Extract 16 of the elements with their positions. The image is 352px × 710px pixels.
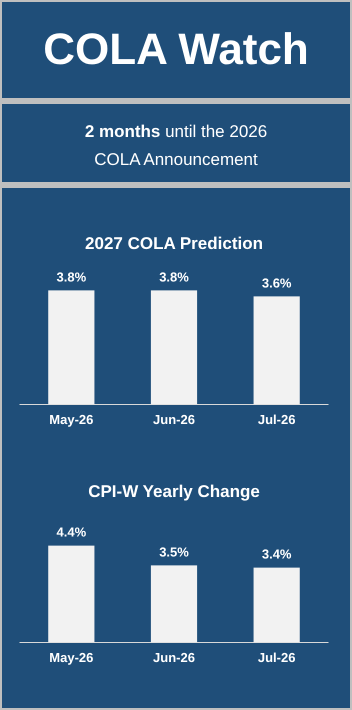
text: COLA Watch: [2, 2, 350, 104]
text: 2 months until the 2026 COLA Announcement: [2, 104, 350, 188]
x-tick-label: Jun-26: [153, 650, 195, 665]
x-tick-label: Jul-26: [258, 650, 296, 665]
x-tick-label: Jul-26: [258, 412, 296, 427]
chart-title: CPI-W Yearly Change: [88, 482, 260, 501]
data-label: 4.4%: [56, 524, 87, 540]
chart-title: 2027 COLA Prediction: [85, 234, 263, 253]
data-label: 3.4%: [262, 546, 292, 562]
data-label: 3.6%: [262, 275, 292, 290]
data-label: 3.5%: [159, 544, 190, 560]
x-tick-label: Jun-26: [153, 412, 195, 427]
x-tick-label: May-26: [49, 412, 94, 427]
data-label: 3.8%: [56, 269, 87, 284]
x-tick-label: May-26: [49, 650, 94, 665]
data-label: 3.8%: [159, 269, 190, 284]
